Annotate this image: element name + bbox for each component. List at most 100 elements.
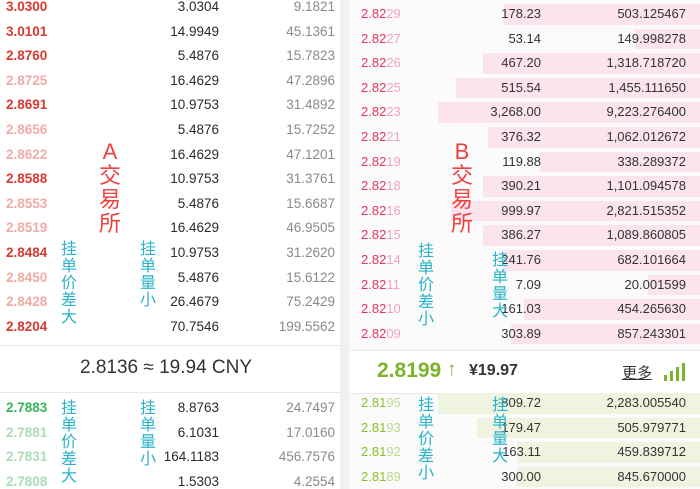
order-total: 149.998278 (617, 30, 686, 46)
order-row[interactable]: 2.8223 3,268.00 9,223.276400 (349, 100, 700, 125)
depth-bar (503, 4, 700, 25)
order-price-dim: 18 (386, 178, 401, 194)
order-row[interactable]: 2.8691 10.9753 31.4892 (0, 93, 340, 118)
order-row[interactable]: 2.8484 10.9753 31.2620 (0, 241, 340, 266)
annotation-amount-a-bid: 挂单量小 (139, 400, 156, 468)
order-price-dim: 15 (386, 227, 401, 243)
order-row[interactable]: 2.8622 16.4629 47.1201 (0, 143, 340, 168)
order-total: 31.2620 (286, 245, 335, 260)
order-price-main: 2.81 (361, 468, 387, 484)
order-row[interactable]: 2.8229 178.23 503.125467 (349, 2, 700, 27)
order-total: 20.001599 (624, 276, 686, 292)
order-row[interactable]: 3.0101 14.9949 45.1361 (0, 20, 340, 45)
depth-bar (647, 274, 700, 296)
order-amount: 10.9753 (170, 245, 219, 260)
order-total: 1,089.860805 (606, 227, 686, 243)
order-price-main: 2.81 (361, 444, 387, 460)
order-row[interactable]: 2.7883 8.8763 24.7497 (0, 396, 340, 421)
order-total: 857.243301 (617, 325, 686, 341)
order-total: 17.0160 (286, 424, 335, 440)
mid-price-cny-b: ¥19.97 (469, 362, 518, 379)
order-price: 2.8214 (361, 248, 401, 273)
order-total: 1,062.012672 (606, 129, 686, 144)
order-row[interactable]: 2.8588 10.9753 31.3761 (0, 167, 340, 192)
order-row[interactable]: 2.8226 467.20 1,318.718720 (349, 51, 700, 76)
order-price: 2.8219 (361, 150, 401, 175)
annotation-amount-b: 挂单量大 (491, 252, 508, 320)
order-price-main: 2.82 (361, 104, 387, 120)
order-price-main: 2.82 (361, 55, 387, 71)
order-row[interactable]: 2.8193 179.47 505.979771 (349, 416, 700, 441)
order-row[interactable]: 2.7881 6.1031 17.0160 (0, 421, 340, 446)
order-total: 1,455.111650 (608, 79, 686, 95)
order-row[interactable]: 2.8725 16.4629 47.2896 (0, 69, 340, 94)
order-row[interactable]: 2.8450 5.4876 15.6122 (0, 266, 340, 291)
order-amount: 14.9949 (170, 23, 219, 39)
order-price-main: 2.82 (361, 178, 387, 194)
mid-price-b: 2.8199 (377, 359, 442, 382)
order-row[interactable]: 2.8218 390.21 1,101.094578 (349, 174, 700, 199)
order-row[interactable]: 2.8211 7.09 20.001599 (349, 273, 700, 298)
order-row[interactable]: 3.0300 3.0304 9.1821 (0, 0, 340, 20)
order-price-dim: 14 (386, 252, 401, 267)
order-row[interactable]: 2.8216 999.97 2,821.515352 (349, 199, 700, 224)
order-row[interactable]: 2.8204 70.7546 199.5562 (0, 315, 340, 340)
order-total: 505.979771 (617, 419, 686, 435)
order-row[interactable]: 2.8215 386.27 1,089.860805 (349, 223, 700, 248)
order-row[interactable]: 2.8209 303.89 857.243301 (349, 322, 700, 347)
order-row[interactable]: 2.8214 241.76 682.101664 (349, 248, 700, 273)
order-row[interactable]: 2.8553 5.4876 15.6687 (0, 192, 340, 217)
order-price-dim: 10 (386, 301, 401, 317)
order-row[interactable]: 2.8192 163.11 459.839712 (349, 440, 700, 465)
mid-price-a: 2.8136 ≈ 19.94 CNY (80, 357, 253, 378)
order-price-main: 2.82 (361, 325, 387, 341)
order-price-dim: 95 (386, 395, 401, 410)
order-total: 15.7823 (286, 48, 335, 64)
order-row[interactable]: 2.8428 26.4679 75.2429 (0, 290, 340, 315)
order-total: 45.1361 (286, 23, 335, 39)
order-total: 1,318.718720 (606, 55, 686, 71)
mid-price-bar-b: 2.8199 ↑ ¥19.97 更多 (349, 350, 700, 394)
order-row[interactable]: 2.8656 5.4876 15.7252 (0, 118, 340, 143)
order-row[interactable]: 2.8227 53.14 149.998278 (349, 27, 700, 52)
order-row[interactable]: 2.8519 16.4629 46.9505 (0, 216, 340, 241)
order-price: 2.8519 (6, 220, 48, 236)
order-amount: 999.97 (501, 202, 541, 218)
order-amount: 3.0304 (177, 0, 219, 14)
order-amount: 163.11 (502, 444, 541, 460)
order-total: 75.2429 (286, 294, 335, 310)
order-total: 47.1201 (286, 146, 335, 162)
annotation-price-gap-b: 挂单价差小 (417, 243, 434, 328)
order-row[interactable]: 2.8225 515.54 1,455.111650 (349, 76, 700, 101)
order-price: 2.7831 (6, 449, 48, 465)
order-amount: 53.14 (508, 30, 541, 46)
order-row[interactable]: 2.8210 161.03 454.265630 (349, 297, 700, 322)
order-row[interactable]: 2.7808 1.5303 4.2554 (0, 470, 340, 489)
order-price: 2.8656 (6, 122, 48, 137)
depth-bar (516, 466, 700, 488)
order-amount: 3,268.00 (490, 104, 541, 120)
order-price: 2.8553 (6, 195, 48, 211)
order-price: 2.7881 (6, 424, 48, 440)
order-amount: 376.32 (501, 129, 541, 144)
order-row[interactable]: 2.7831 164.1183 456.7576 (0, 445, 340, 470)
order-price: 2.8223 (361, 100, 401, 125)
order-row[interactable]: 2.8195 809.72 2,283.005540 (349, 391, 700, 416)
depth-bar (482, 176, 700, 197)
order-total: 47.2896 (286, 72, 335, 88)
order-row[interactable]: 2.8189 300.00 845.670000 (349, 465, 700, 489)
order-amount: 241.76 (501, 252, 541, 267)
annotation-amount-a: 挂单量小 (139, 241, 156, 309)
order-price-dim: 26 (386, 55, 401, 71)
order-price-dim: 23 (386, 104, 401, 120)
order-row[interactable]: 2.8221 376.32 1,062.012672 (349, 125, 700, 150)
order-row[interactable]: 2.8219 119.88 338.289372 (349, 150, 700, 175)
order-price-main: 2.82 (361, 276, 387, 292)
order-price: 2.8484 (6, 245, 48, 260)
depth-bar (524, 299, 700, 320)
order-amount: 119.88 (502, 153, 541, 169)
order-price-dim: 29 (386, 6, 401, 21)
order-price: 2.8226 (361, 51, 401, 76)
more-button[interactable]: 更多 (622, 365, 653, 382)
order-row[interactable]: 2.8760 5.4876 15.7823 (0, 44, 340, 69)
